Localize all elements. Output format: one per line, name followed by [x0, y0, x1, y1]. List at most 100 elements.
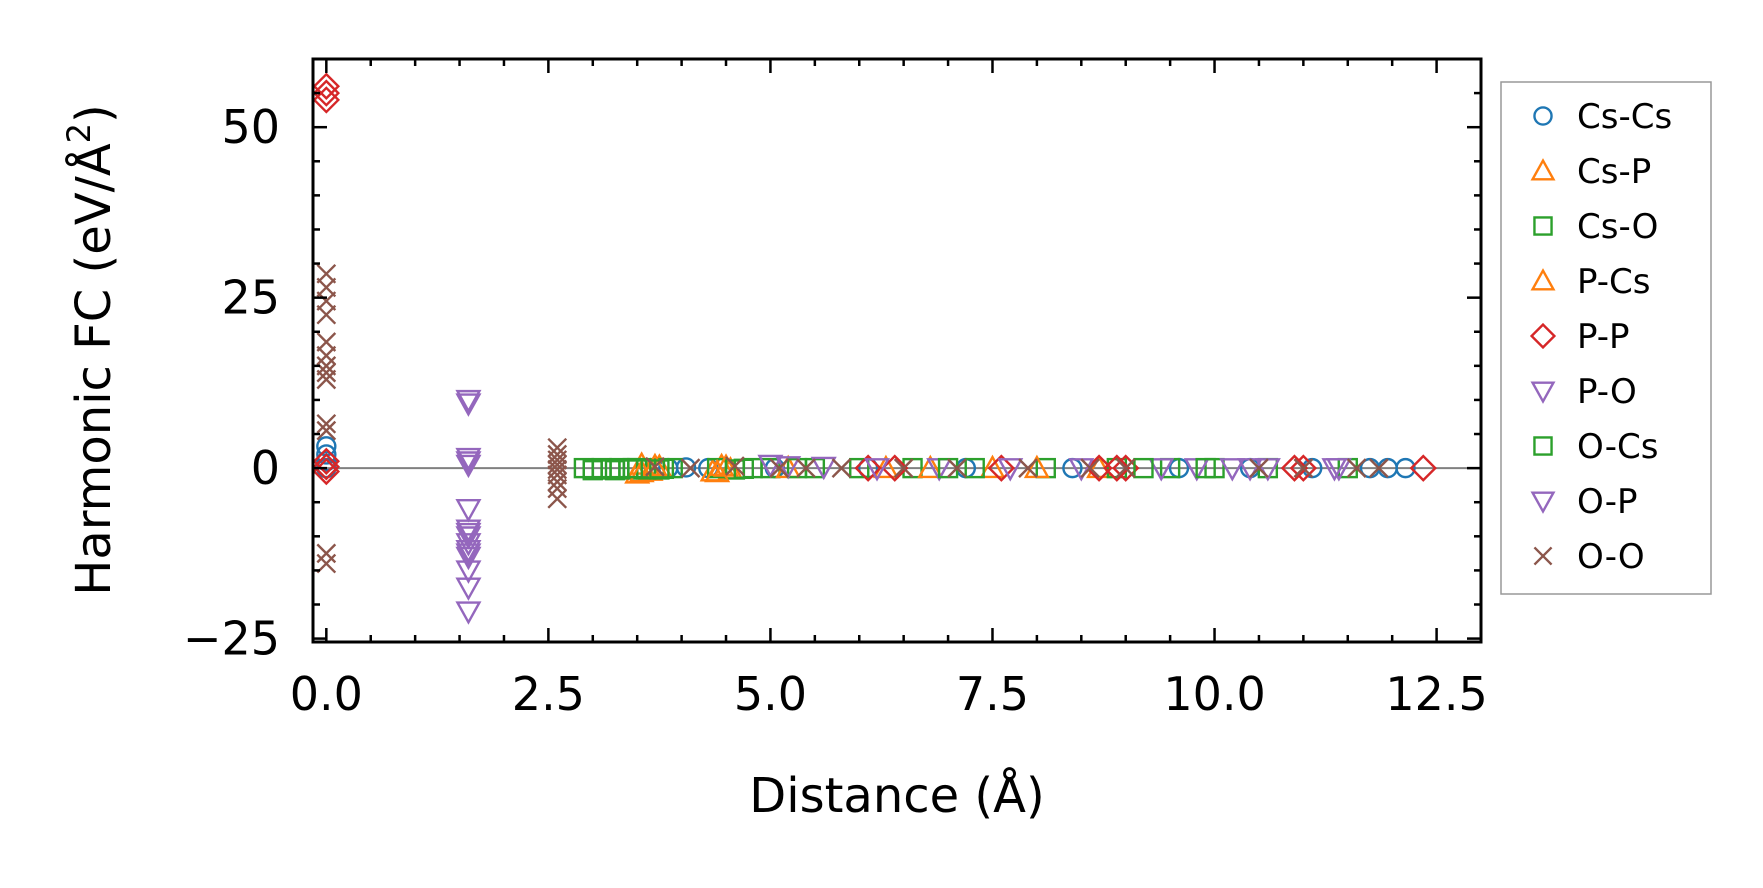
x-tick-labels: 0.0 2.5 5.0 7.5 10.0 12.5 [290, 667, 1488, 721]
y-tick-label: 25 [221, 271, 280, 325]
point-o-o-5 [316, 345, 337, 366]
point-p-p-7 [881, 454, 909, 482]
point-cs-cs-16 [1395, 457, 1416, 479]
legend-label: Cs-P [1577, 152, 1651, 192]
point-o-o-7 [316, 362, 337, 383]
point-o-o-8 [316, 369, 337, 390]
point-p-cs-5 [917, 454, 944, 479]
legend-label: O-Cs [1577, 427, 1658, 467]
y-tick-labels: −25 0 25 50 [183, 100, 280, 665]
legend-marker-o-p [1530, 491, 1556, 514]
point-o-o-16 [547, 454, 568, 475]
point-cs-o-10 [662, 457, 683, 479]
legend-item-p-p: P-P [1529, 317, 1630, 357]
point-p-o-14 [810, 456, 837, 481]
point-o-o-20 [547, 478, 568, 499]
point-o-o-35 [1346, 458, 1367, 478]
point-o-o-27 [831, 458, 852, 478]
point-p-o-0 [455, 389, 482, 414]
point-o-o-23 [680, 458, 701, 478]
point-o-o-36 [1369, 458, 1389, 478]
point-o-cs-0 [582, 458, 603, 480]
x-tick-label: 12.5 [1385, 667, 1487, 721]
point-p-o-17 [1148, 458, 1175, 482]
legend-marker-p-cs [1530, 268, 1556, 291]
point-o-cs-4 [733, 458, 754, 480]
point-p-o-10 [455, 560, 482, 584]
legend-item-o-o: O-O [1533, 537, 1645, 577]
point-p-cs-2 [704, 458, 731, 483]
point-o-o-14 [547, 444, 568, 465]
x-tick-label: 2.5 [512, 667, 585, 721]
point-p-o-3 [455, 454, 482, 479]
x-tick-label: 7.5 [956, 667, 1029, 721]
legend-marker-p-o [1530, 381, 1556, 404]
point-o-o-24 [725, 456, 745, 476]
point-o-o-19 [547, 471, 568, 492]
legend: Cs-Cs Cs-P Cs-O P-Cs P-P P-O O-Cs O-P O-O [1500, 81, 1712, 595]
legend-marker-cs-p [1530, 158, 1556, 181]
legend-label: Cs-Cs [1577, 97, 1672, 137]
legend-label: P-O [1577, 372, 1637, 412]
point-cs-o-18 [964, 457, 985, 479]
point-o-cs-7 [1133, 457, 1154, 479]
point-o-o-21 [547, 488, 568, 509]
ticks [313, 57, 1483, 642]
legend-box [1500, 81, 1712, 595]
legend-item-cs-o: Cs-O [1533, 207, 1658, 247]
point-cs-cs-1 [316, 444, 337, 465]
legend-marker-cs-o [1533, 216, 1553, 236]
point-o-p-1 [455, 522, 482, 547]
point-p-o-11 [455, 577, 482, 601]
legend-marker-o-cs [1533, 436, 1553, 456]
legend-marker-o-o [1533, 546, 1553, 566]
point-p-o-1 [455, 393, 482, 417]
point-o-o-22 [645, 456, 665, 477]
plot-frame [311, 57, 1483, 644]
point-p-p-10 [1103, 454, 1131, 482]
x-tick-label: 0.0 [290, 667, 363, 721]
point-p-p-6 [854, 454, 882, 482]
legend-item-o-p: O-P [1530, 482, 1637, 522]
point-o-o-26 [796, 458, 816, 478]
point-o-o-31 [1080, 458, 1101, 478]
point-cs-p-8 [979, 454, 1006, 479]
point-p-o-2 [455, 447, 482, 472]
point-p-p-2 [313, 86, 341, 114]
point-p-o-6 [455, 526, 482, 550]
legend-marker-cs-cs [1533, 106, 1553, 126]
point-o-o-10 [316, 420, 337, 441]
legend-label: P-Cs [1577, 262, 1650, 302]
point-o-p-0 [455, 451, 482, 475]
point-o-p-2 [455, 543, 482, 567]
point-p-o-12 [455, 601, 482, 625]
point-p-o-9 [455, 546, 482, 571]
point-p-p-9 [1085, 454, 1113, 482]
point-o-cs-3 [649, 459, 670, 480]
legend-item-o-cs: O-Cs [1533, 427, 1658, 467]
data-points [313, 72, 1437, 625]
legend-label: O-P [1577, 482, 1637, 522]
legend-marker-p-p [1529, 322, 1557, 350]
point-o-o-32 [1115, 458, 1136, 478]
point-p-p-3 [313, 447, 341, 476]
point-o-o-33 [1249, 458, 1269, 478]
y-tick-label: −25 [183, 612, 280, 666]
point-o-p-7 [1321, 458, 1348, 482]
point-cs-cs-2 [316, 451, 337, 472]
point-o-o-9 [316, 413, 337, 434]
point-p-o-19 [1219, 458, 1246, 482]
point-o-o-11 [316, 543, 337, 564]
legend-label: O-O [1577, 537, 1645, 577]
legend-item-p-o: P-O [1530, 372, 1637, 412]
point-o-o-15 [547, 450, 568, 470]
point-p-p-1 [313, 79, 341, 107]
point-p-p-12 [1280, 454, 1309, 482]
y-tick-label: 0 [251, 441, 280, 495]
legend-items: Cs-Cs Cs-P Cs-O P-Cs P-P P-O O-Cs O-P O-O [1529, 97, 1672, 577]
point-o-cs-2 [622, 457, 643, 479]
point-p-p-4 [313, 453, 341, 481]
point-cs-cs-5 [675, 457, 697, 478]
